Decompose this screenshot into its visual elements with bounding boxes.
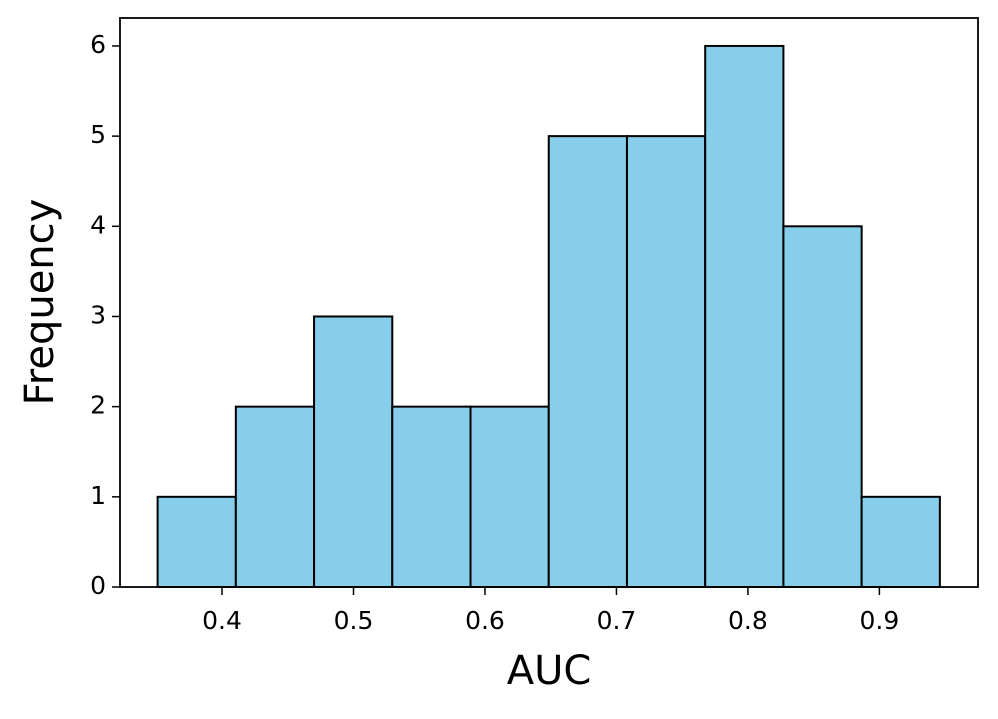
- y-axis-label: Frequency: [17, 199, 63, 406]
- bar: [313, 315, 394, 588]
- plot-frame: [119, 17, 979, 588]
- bar: [704, 44, 785, 588]
- y-tick-label: 2: [90, 391, 106, 420]
- x-tick-label: 0.6: [465, 606, 505, 635]
- y-tick-label: 6: [90, 30, 106, 59]
- bar: [625, 135, 707, 589]
- x-axis-label: AUC: [507, 648, 592, 694]
- y-tick-label: 1: [90, 481, 106, 510]
- y-tick-label: 4: [90, 210, 106, 239]
- y-tick-label: 5: [90, 120, 106, 149]
- bar: [391, 405, 472, 588]
- bar: [860, 495, 941, 589]
- bar: [782, 225, 863, 588]
- bar: [547, 135, 628, 589]
- x-tick-label: 0.9: [860, 606, 900, 635]
- x-tick-label: 0.8: [728, 606, 768, 635]
- y-tick-label: 0: [90, 571, 106, 600]
- x-tick-label: 0.5: [334, 606, 374, 635]
- bar: [156, 495, 237, 589]
- bar: [234, 405, 316, 588]
- x-tick-label: 0.7: [597, 606, 637, 635]
- y-tick-label: 3: [90, 300, 106, 329]
- x-tick-label: 0.4: [202, 606, 242, 635]
- bar: [469, 405, 550, 588]
